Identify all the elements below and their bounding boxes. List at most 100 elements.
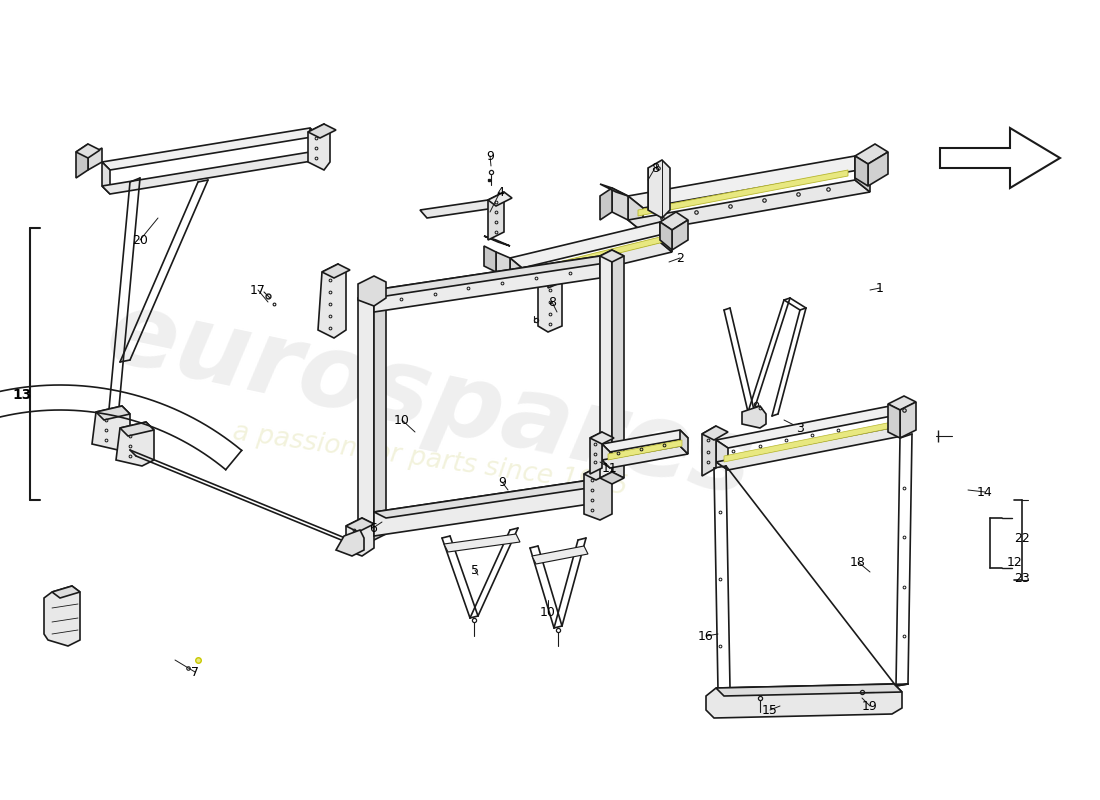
Text: 17: 17 — [250, 283, 266, 297]
Polygon shape — [322, 264, 350, 278]
Polygon shape — [612, 250, 624, 478]
Polygon shape — [88, 148, 102, 170]
Polygon shape — [510, 258, 522, 288]
Polygon shape — [602, 444, 610, 468]
Text: a passion for parts since 1985: a passion for parts since 1985 — [231, 419, 629, 501]
Polygon shape — [120, 422, 154, 436]
Text: 4: 4 — [496, 186, 504, 198]
Polygon shape — [318, 264, 346, 338]
Polygon shape — [496, 252, 510, 278]
Text: 11: 11 — [602, 462, 618, 474]
Polygon shape — [855, 156, 870, 192]
Polygon shape — [888, 396, 916, 410]
Polygon shape — [102, 128, 318, 170]
Polygon shape — [888, 404, 900, 438]
Polygon shape — [660, 222, 672, 250]
Polygon shape — [628, 196, 643, 232]
Polygon shape — [716, 440, 728, 470]
Polygon shape — [336, 530, 364, 556]
Polygon shape — [716, 428, 902, 470]
Text: 12: 12 — [1008, 555, 1023, 569]
Text: 10: 10 — [394, 414, 410, 426]
Polygon shape — [590, 432, 614, 444]
Polygon shape — [590, 432, 602, 474]
Polygon shape — [358, 290, 386, 304]
Polygon shape — [374, 480, 590, 536]
Text: 14: 14 — [977, 486, 993, 498]
Polygon shape — [444, 534, 520, 552]
Polygon shape — [600, 188, 612, 220]
Polygon shape — [44, 586, 80, 646]
Polygon shape — [358, 528, 386, 542]
Polygon shape — [420, 200, 495, 218]
Polygon shape — [628, 156, 870, 208]
Polygon shape — [600, 184, 628, 196]
Polygon shape — [484, 236, 510, 246]
Text: 22: 22 — [1014, 531, 1030, 545]
Polygon shape — [488, 192, 512, 206]
Polygon shape — [702, 426, 728, 440]
Text: 9: 9 — [498, 475, 506, 489]
Polygon shape — [52, 586, 80, 598]
Polygon shape — [346, 518, 374, 556]
Polygon shape — [680, 430, 688, 454]
Text: 3: 3 — [796, 422, 804, 434]
Text: 1: 1 — [876, 282, 884, 294]
Polygon shape — [628, 180, 870, 232]
Text: 19: 19 — [862, 699, 878, 713]
Polygon shape — [600, 256, 612, 284]
Polygon shape — [538, 276, 562, 332]
Polygon shape — [116, 422, 154, 466]
Polygon shape — [600, 472, 624, 484]
Text: 13: 13 — [12, 388, 32, 402]
Text: 10: 10 — [540, 606, 556, 618]
Polygon shape — [96, 406, 130, 420]
Polygon shape — [308, 124, 336, 138]
Polygon shape — [940, 128, 1060, 188]
Polygon shape — [358, 276, 386, 306]
Text: 2: 2 — [676, 251, 684, 265]
Polygon shape — [374, 480, 602, 518]
Polygon shape — [706, 684, 902, 718]
Polygon shape — [612, 188, 628, 220]
Polygon shape — [374, 256, 600, 312]
Polygon shape — [374, 290, 386, 534]
Text: 18: 18 — [850, 555, 866, 569]
Text: 6: 6 — [370, 522, 377, 534]
Polygon shape — [510, 222, 672, 268]
Polygon shape — [855, 156, 868, 186]
Polygon shape — [584, 466, 612, 520]
Polygon shape — [702, 426, 716, 476]
Polygon shape — [548, 270, 562, 288]
Polygon shape — [868, 152, 888, 186]
Polygon shape — [602, 430, 688, 452]
Text: 8: 8 — [548, 295, 556, 309]
Polygon shape — [310, 128, 318, 160]
Polygon shape — [590, 480, 602, 510]
Polygon shape — [608, 440, 682, 460]
Polygon shape — [600, 250, 612, 478]
Polygon shape — [648, 160, 670, 218]
Polygon shape — [890, 406, 902, 436]
Polygon shape — [660, 222, 672, 252]
Polygon shape — [374, 256, 612, 296]
Polygon shape — [742, 406, 766, 428]
Polygon shape — [602, 446, 688, 468]
Polygon shape — [716, 684, 902, 696]
Text: 15: 15 — [762, 703, 778, 717]
Polygon shape — [660, 212, 688, 230]
Polygon shape — [900, 402, 916, 438]
Polygon shape — [102, 162, 110, 194]
Polygon shape — [716, 406, 902, 448]
Polygon shape — [584, 466, 612, 480]
Text: 7: 7 — [191, 666, 199, 678]
Polygon shape — [76, 144, 88, 178]
Polygon shape — [346, 518, 374, 532]
Polygon shape — [102, 152, 318, 194]
Polygon shape — [672, 220, 688, 250]
Polygon shape — [600, 250, 624, 262]
Polygon shape — [855, 144, 888, 164]
Text: 23: 23 — [1014, 571, 1030, 585]
Text: 20: 20 — [132, 234, 147, 246]
Text: 5: 5 — [471, 563, 478, 577]
